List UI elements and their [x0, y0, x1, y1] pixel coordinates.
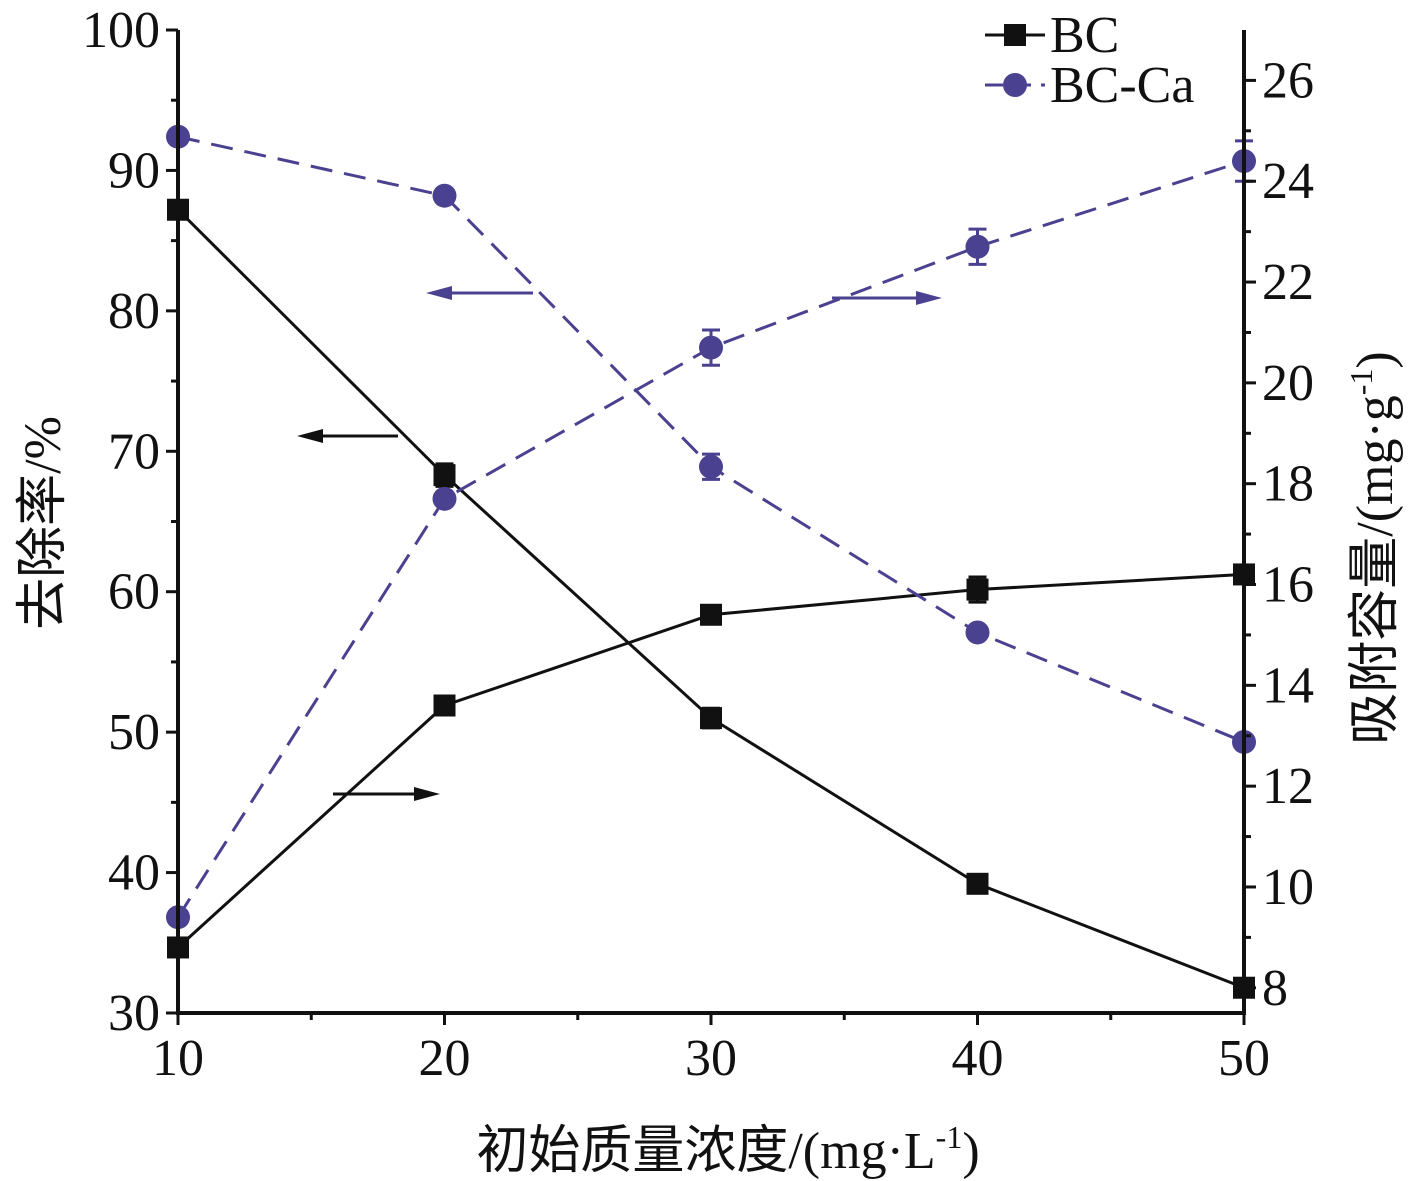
- y-right-tick-label: 16: [1262, 557, 1314, 614]
- bc-ca-removal-point: [699, 454, 723, 479]
- bc-removal-arrow: [297, 429, 398, 443]
- x-tick-label: 20: [419, 1030, 471, 1087]
- bc-capacity-point: [433, 694, 456, 717]
- y-left-tick-label: 40: [108, 845, 160, 902]
- bc-ca-removal-point: [965, 620, 990, 645]
- x-axis-title: 初始质量浓度/(mg·L-1): [476, 1119, 979, 1180]
- y-right-axis-title-main: 吸附容量/(mg·g: [1347, 395, 1404, 745]
- y-right-tick-label: 24: [1262, 153, 1314, 210]
- bc-removal-arrow-head: [297, 429, 323, 443]
- bc-removal-point: [966, 872, 989, 895]
- legend-marker: [1004, 24, 1026, 46]
- legend-marker: [1003, 73, 1027, 97]
- bc-capacity-point: [700, 603, 722, 626]
- y-right-tick-label: 18: [1262, 456, 1314, 513]
- y-right-axis-title-sup: -1: [1343, 369, 1379, 396]
- annotation-arrows: [297, 286, 942, 801]
- y-right-tick-label: 22: [1262, 254, 1314, 311]
- markers: [166, 124, 1256, 999]
- x-axis-title-main: 初始质量浓度/(mg·L: [476, 1123, 935, 1180]
- y-right-tick-label: 14: [1262, 657, 1314, 714]
- y-left-tick-label: 60: [108, 564, 160, 621]
- bc-capacity-point: [966, 578, 989, 601]
- bc-removal-line: [176, 208, 1245, 990]
- legend-item-bc: BC: [985, 7, 1119, 64]
- bc-removal-point: [700, 707, 722, 730]
- x-tick-label: 30: [685, 1030, 737, 1087]
- bc-capacity-line: [176, 572, 1245, 949]
- bc-ca-capacity-arrow: [832, 291, 942, 305]
- y-left-tick-label: 90: [108, 142, 160, 199]
- x-tick-label: 40: [952, 1030, 1004, 1087]
- y-left-tick-label: 50: [108, 704, 160, 761]
- x-tick-label: 50: [1218, 1030, 1270, 1087]
- plot-lines: [176, 135, 1245, 990]
- bc-removal-point: [433, 464, 456, 487]
- bc-ca-capacity-point: [432, 486, 457, 511]
- y-right-axis-title-close: ): [1347, 351, 1404, 368]
- bc-capacity-arrow-head: [414, 787, 440, 801]
- bc-ca-removal-point: [432, 183, 457, 208]
- y-left-axis-title: 去除率/%: [15, 416, 72, 630]
- y-right-tick-label: 10: [1262, 859, 1314, 916]
- y-right-tick-label: 8: [1262, 960, 1288, 1017]
- bc-ca-capacity-point: [965, 234, 990, 259]
- y-right-tick-label: 26: [1262, 52, 1314, 109]
- x-tick-label: 10: [152, 1030, 204, 1087]
- y-right-tick-label: 12: [1262, 758, 1314, 815]
- legend-label: BC: [1050, 7, 1119, 64]
- axes: 30 40 50 60 70 80 90 100 8 10 12 14 16 18 20 22 24 26 10 20…: [82, 2, 1314, 1087]
- bc-ca-removal-arrow: [426, 286, 533, 300]
- y-left-tick-label: 30: [108, 985, 160, 1042]
- bc-ca-removal-arrow-head: [426, 286, 452, 300]
- bc-ca-capacity-point: [699, 335, 723, 360]
- bc-ca-removal-line: [177, 135, 1245, 744]
- y-right-tick-label: 20: [1262, 355, 1314, 412]
- y-right-axis-title: 吸附容量/(mg·g-1): [1343, 351, 1404, 745]
- y-left-tick-label: 80: [108, 283, 160, 340]
- legend-item-bc-ca: BC-Ca: [985, 57, 1194, 114]
- y-left-tick-label: 100: [82, 2, 160, 59]
- x-axis-title-sup: -1: [936, 1119, 963, 1155]
- legend-label: BC-Ca: [1050, 57, 1194, 114]
- bc-ca-capacity-arrow-head: [916, 291, 942, 305]
- x-axis-title-close: ): [962, 1123, 979, 1180]
- y-left-tick-label: 70: [108, 423, 160, 480]
- bc-capacity-arrow: [333, 787, 440, 801]
